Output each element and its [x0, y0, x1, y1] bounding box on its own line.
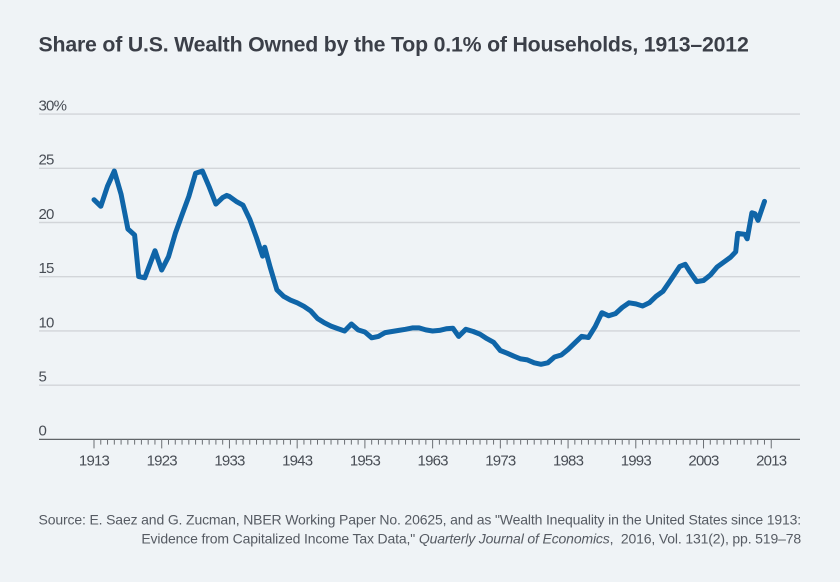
svg-text:1913: 1913: [79, 452, 110, 469]
svg-text:10: 10: [39, 314, 55, 331]
svg-text:1923: 1923: [147, 452, 178, 469]
svg-text:1983: 1983: [553, 452, 584, 469]
svg-text:25: 25: [39, 152, 55, 169]
svg-text:1943: 1943: [282, 452, 313, 469]
svg-text:2013: 2013: [756, 452, 787, 469]
svg-text:Source: E. Saez and G. Zucman,: Source: E. Saez and G. Zucman, NBER Work…: [39, 511, 801, 527]
svg-text:1963: 1963: [418, 452, 449, 469]
svg-text:20: 20: [39, 206, 55, 223]
svg-text:Evidence from Capitalized Inco: Evidence from Capitalized Income Tax Dat…: [141, 531, 801, 547]
svg-text:0: 0: [39, 423, 47, 440]
svg-text:15: 15: [39, 260, 55, 277]
svg-text:30%: 30%: [39, 97, 67, 114]
svg-text:1973: 1973: [485, 452, 516, 469]
svg-text:Share of U.S. Wealth Owned by: Share of U.S. Wealth Owned by the Top 0.…: [39, 33, 749, 57]
svg-text:1993: 1993: [621, 452, 652, 469]
svg-text:2003: 2003: [688, 452, 719, 469]
svg-text:1933: 1933: [214, 452, 245, 469]
svg-text:5: 5: [39, 369, 47, 386]
svg-text:1953: 1953: [350, 452, 381, 469]
